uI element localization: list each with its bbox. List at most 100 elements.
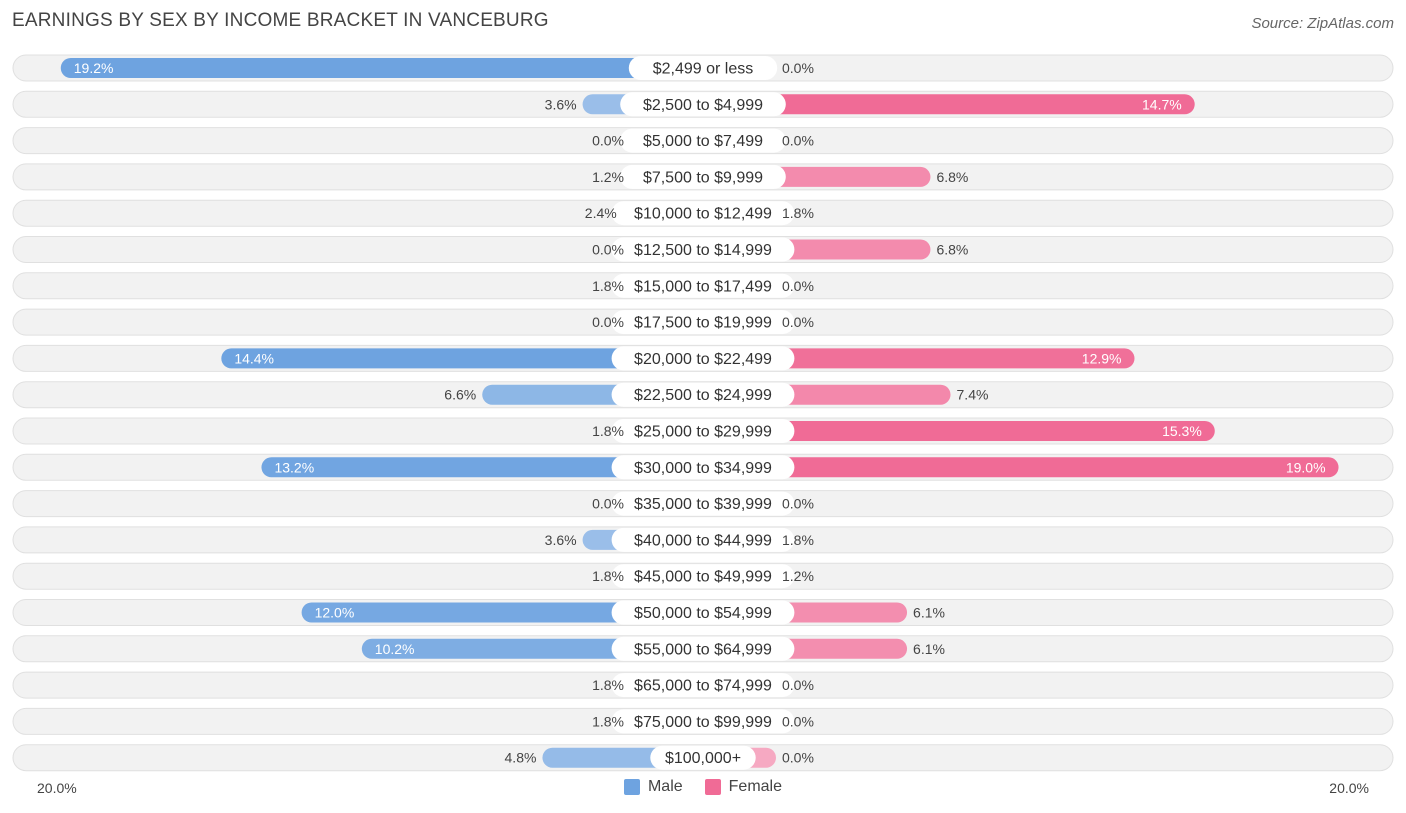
value-label-male: 6.6%: [444, 387, 476, 403]
bar-female[interactable]: [703, 348, 1135, 369]
chart-row: $30,000 to $34,999 13.2% 19.0%: [12, 453, 1394, 481]
value-label-female: 1.2%: [782, 568, 814, 584]
value-label-male: 4.8%: [505, 750, 537, 766]
category-label-box: [611, 455, 795, 480]
legend-label-female: Female: [728, 778, 783, 795]
chart-row: $2,500 to $4,999 3.6% 14.7%: [12, 90, 1394, 118]
chart-row: $12,500 to $14,999 0.0% 6.8%: [12, 236, 1394, 263]
value-label-male: 1.8%: [592, 677, 624, 693]
value-label-male: 13.2%: [274, 459, 314, 475]
chart-row: $100,000+ 4.8% 0.0%: [12, 744, 1394, 772]
legend-item-female[interactable]: Female: [704, 778, 783, 796]
value-label-female: 14.7%: [1142, 96, 1182, 112]
value-label-male: 0.0%: [592, 133, 624, 149]
category-label: $17,500 to $19,999: [634, 315, 772, 332]
chart-row: $15,000 to $17,499 1.8% 0.0%: [12, 272, 1394, 300]
value-label-female: 0.0%: [782, 750, 814, 766]
category-label-box: [611, 201, 795, 226]
chart-row: $2,499 or less 19.2% 0.0%: [12, 54, 1394, 82]
bar-male[interactable]: [60, 58, 703, 78]
bar-female[interactable]: [703, 421, 1215, 441]
category-label-box: [620, 164, 786, 189]
chart-area: $2,499 or less 19.2% 0.0% $2,500 to $4,999 3…: [12, 54, 1394, 772]
category-label: $75,000 to $99,999: [634, 714, 772, 731]
legend-label-male: Male: [647, 778, 683, 795]
legend-swatch-male: [623, 779, 640, 795]
category-label-box: [611, 636, 795, 661]
value-label-male: 1.8%: [592, 278, 624, 294]
bar-female[interactable]: [703, 457, 1339, 478]
category-label: $22,500 to $24,999: [634, 387, 772, 404]
category-label: $7,500 to $9,999: [643, 169, 763, 186]
category-label-box: [620, 92, 786, 117]
value-label-female: 1.8%: [782, 205, 814, 221]
category-label-box: [611, 237, 795, 262]
category-label-box: [650, 745, 756, 770]
chart-row: $65,000 to $74,999 1.8% 0.0%: [12, 671, 1394, 699]
chart-row: $5,000 to $7,499 0.0% 0.0%: [12, 127, 1394, 155]
chart-row: $25,000 to $29,999 1.8% 15.3%: [12, 417, 1394, 445]
category-label: $20,000 to $22,499: [634, 351, 772, 368]
chart-title: EARNINGS BY SEX BY INCOME BRACKET IN VAN…: [12, 10, 549, 31]
bar-male[interactable]: [221, 348, 703, 369]
value-label-female: 0.0%: [782, 278, 814, 294]
chart-row: $45,000 to $49,999 1.8% 1.2%: [12, 562, 1394, 590]
legend-item-male[interactable]: Male: [623, 778, 683, 796]
category-label-box: [620, 128, 786, 153]
category-label: $40,000 to $44,999: [634, 532, 772, 549]
chart-row: $20,000 to $22,499 14.4% 12.9%: [12, 344, 1394, 372]
value-label-male: 1.8%: [592, 423, 624, 439]
value-label-female: 0.0%: [782, 677, 814, 693]
chart-row: $50,000 to $54,999 12.0% 6.1%: [12, 599, 1394, 626]
legend: Male Female: [0, 778, 1406, 796]
chart-row: $55,000 to $64,999 10.2% 6.1%: [12, 635, 1394, 663]
category-label: $5,000 to $7,499: [643, 133, 763, 150]
bar-male[interactable]: [261, 457, 703, 478]
chart-row: $22,500 to $24,999 6.6% 7.4%: [12, 381, 1394, 409]
value-label-female: 6.8%: [936, 242, 968, 258]
value-label-female: 6.8%: [936, 169, 968, 185]
category-label-box: [611, 346, 795, 371]
category-label-box: [611, 709, 795, 734]
category-label-box: [611, 673, 795, 698]
value-label-male: 1.8%: [592, 713, 624, 729]
category-label-box: [611, 273, 795, 298]
category-label-box: [611, 419, 795, 443]
category-label-box: [628, 56, 778, 80]
category-label-box: [611, 491, 795, 516]
value-label-female: 19.0%: [1286, 459, 1326, 475]
chart-row: $35,000 to $39,999 0.0% 0.0%: [12, 490, 1394, 518]
category-label: $30,000 to $34,999: [634, 460, 772, 477]
value-label-male: 10.2%: [375, 641, 415, 657]
category-label: $35,000 to $39,999: [634, 496, 772, 513]
value-label-male: 0.0%: [592, 496, 624, 512]
value-label-female: 15.3%: [1162, 423, 1202, 439]
chart-row: $40,000 to $44,999 3.6% 1.8%: [12, 526, 1394, 554]
value-label-female: 0.0%: [782, 133, 814, 149]
category-label-box: [611, 527, 795, 552]
category-label: $55,000 to $64,999: [634, 641, 772, 658]
source-label: Source: ZipAtlas.com: [1251, 15, 1394, 32]
value-label-male: 3.6%: [545, 96, 577, 112]
chart-row: $75,000 to $99,999 1.8% 0.0%: [12, 707, 1394, 735]
value-label-male: 1.2%: [592, 169, 624, 185]
category-label-box: [611, 600, 795, 625]
legend-swatch-female: [704, 779, 721, 795]
category-label: $45,000 to $49,999: [634, 569, 772, 586]
chart-row: $17,500 to $19,999 0.0% 0.0%: [12, 308, 1394, 336]
category-label: $15,000 to $17,499: [634, 278, 772, 295]
value-label-male: 0.0%: [592, 242, 624, 258]
category-label: $65,000 to $74,999: [634, 678, 772, 695]
category-label: $10,000 to $12,499: [634, 206, 772, 223]
category-label-box: [611, 382, 795, 407]
value-label-male: 14.4%: [234, 350, 274, 366]
value-label-female: 7.4%: [957, 387, 989, 403]
value-label-male: 12.0%: [315, 605, 355, 621]
axis-right-label: 20.0%: [1329, 780, 1369, 796]
value-label-female: 0.0%: [782, 60, 814, 76]
bar-male[interactable]: [301, 602, 703, 623]
value-label-female: 6.1%: [913, 605, 945, 621]
bar-female[interactable]: [703, 94, 1195, 115]
category-label: $25,000 to $29,999: [634, 424, 772, 441]
category-label-box: [611, 564, 795, 589]
